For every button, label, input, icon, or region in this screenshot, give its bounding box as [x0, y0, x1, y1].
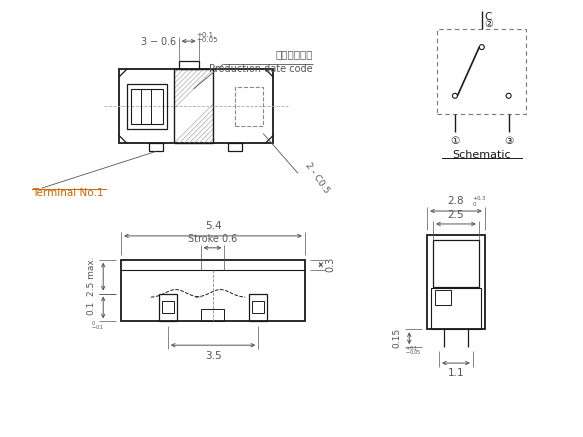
Text: 2 - C0.5: 2 - C0.5 [303, 161, 331, 195]
Text: 3 $-$ 0.6: 3 $-$ 0.6 [140, 35, 178, 47]
Text: 0.3: 0.3 [326, 257, 336, 272]
Text: ③: ③ [504, 136, 513, 146]
Text: $^{+0.1}_{-0.05}$: $^{+0.1}_{-0.05}$ [405, 344, 422, 358]
Text: 0.1: 0.1 [87, 300, 96, 315]
Text: Stroke 0.6: Stroke 0.6 [188, 234, 237, 244]
Text: $^{+0.3}_{0}$: $^{+0.3}_{0}$ [472, 194, 487, 208]
Text: 1.1: 1.1 [448, 368, 464, 378]
Text: 2.5: 2.5 [448, 210, 464, 220]
Text: ②: ② [484, 19, 494, 29]
Text: C: C [484, 12, 492, 22]
Text: Schematic: Schematic [452, 150, 511, 160]
Text: Terminal No.1: Terminal No.1 [31, 188, 103, 198]
Bar [437, 29, 526, 114]
Text: 2.8: 2.8 [448, 196, 464, 206]
Text: 2.5 max.: 2.5 max. [87, 257, 96, 296]
Text: −0.05: −0.05 [196, 37, 218, 43]
Text: Production date code: Production date code [209, 64, 313, 74]
Text: 0.15: 0.15 [393, 328, 402, 348]
Text: $^{0}_{-0.1}$: $^{0}_{-0.1}$ [90, 319, 104, 333]
Text: 3.5: 3.5 [205, 351, 222, 361]
Text: ①: ① [450, 136, 459, 146]
Text: 製造年月記号: 製造年月記号 [275, 49, 313, 59]
Text: 5.4: 5.4 [205, 221, 222, 231]
Text: +0.1: +0.1 [196, 32, 214, 38]
